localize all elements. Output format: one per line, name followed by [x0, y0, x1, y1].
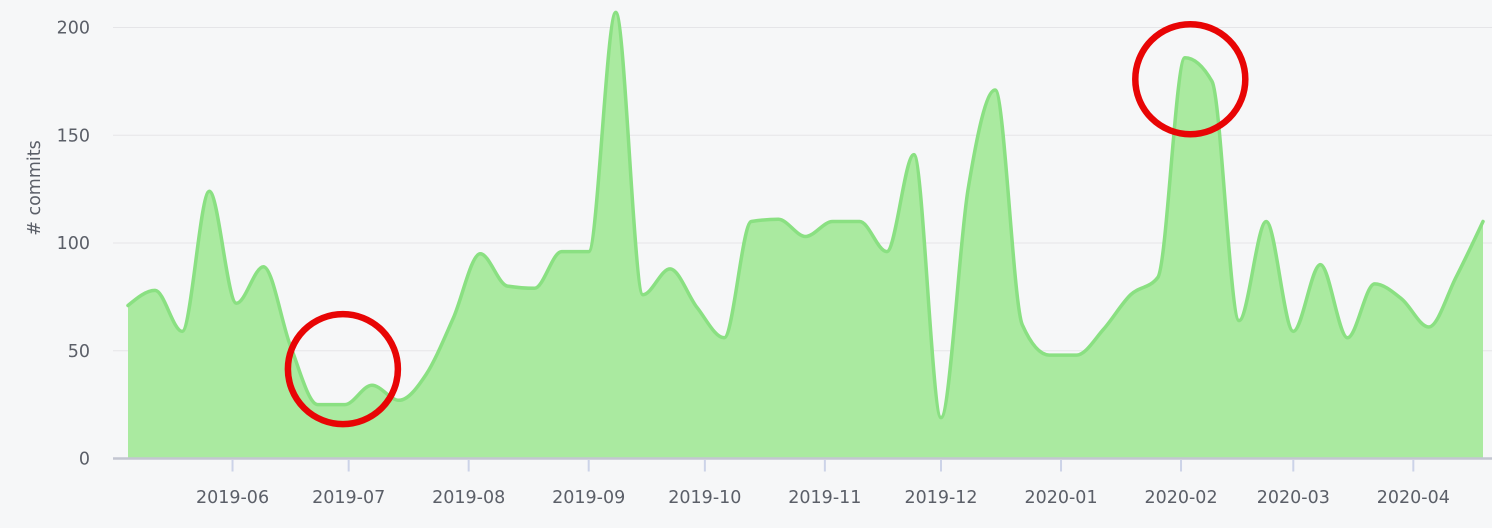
x-tick-label: 2019-10 — [668, 488, 741, 508]
y-tick-label: 150 — [57, 126, 90, 146]
x-tick-label: 2019-11 — [788, 488, 861, 508]
annotation-layer — [284, 20, 1249, 428]
x-tick-label: 2019-12 — [904, 488, 977, 508]
x-tick-label: 2019-06 — [196, 488, 269, 508]
y-tick-label: 100 — [57, 234, 90, 254]
y-tick-label: 50 — [68, 342, 90, 362]
x-tick-label: 2019-07 — [312, 488, 385, 508]
x-tick-label: 2020-02 — [1144, 488, 1217, 508]
y-axis-title: # commits — [25, 140, 45, 236]
y-tick-label: 0 — [79, 450, 90, 470]
commits-area — [128, 12, 1483, 459]
x-tick-label: 2019-09 — [552, 488, 625, 508]
x-tick-label: 2020-01 — [1024, 488, 1097, 508]
commits-line — [126, 10, 1485, 420]
low-activity-circle — [284, 310, 402, 428]
x-tick-label: 2020-04 — [1377, 488, 1450, 508]
y-tick-label: 200 — [57, 19, 90, 39]
series-layer — [126, 10, 1485, 459]
peak-activity-circle — [1132, 20, 1249, 138]
axis-layer — [113, 457, 1492, 472]
label-layer: 0 50 100 150 200 2019-06 2019-07 2019-08 2019-09… — [57, 19, 1450, 509]
x-tick-label: 2019-08 — [432, 488, 505, 508]
x-tick-label: 2020-03 — [1257, 488, 1330, 508]
